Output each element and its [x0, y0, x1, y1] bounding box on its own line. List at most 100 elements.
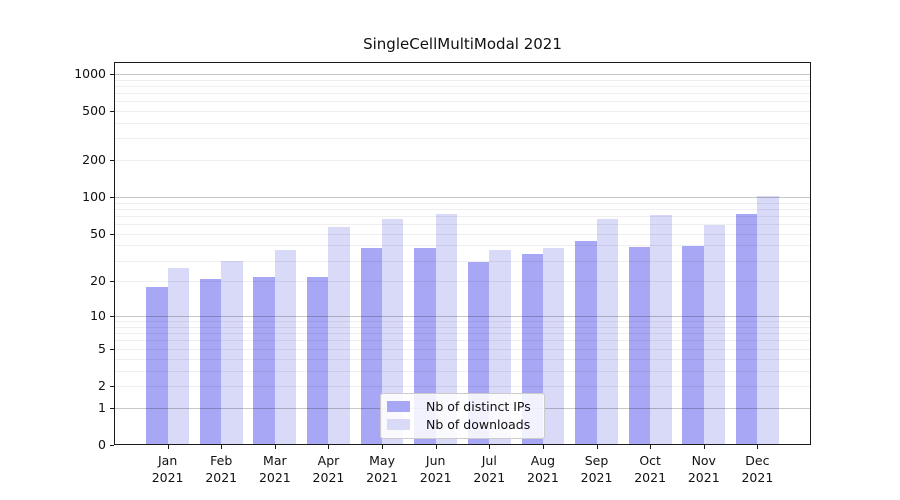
x-axis-tick — [703, 445, 705, 449]
x-axis-tick-label: Jan 2021 — [128, 452, 208, 486]
legend-item-nb-of-downloads: Nb of downloads — [387, 417, 536, 432]
y-axis-tick-label: 1000 — [74, 65, 106, 81]
x-axis-month: Aug — [530, 453, 556, 468]
bar-nb-of-downloads-feb — [221, 260, 243, 445]
x-axis-month: Apr — [317, 453, 340, 468]
x-axis-tick-label: Jul 2021 — [449, 452, 529, 486]
x-axis-month: Jul — [481, 453, 497, 468]
legend-label-nb-of-distinct-ips: Nb of distinct IPs — [426, 399, 531, 414]
minor-gridline — [114, 202, 811, 204]
x-axis-year: 2021 — [580, 470, 613, 485]
bar-nb-of-distinct-ips-oct — [628, 246, 651, 445]
minor-gridline — [114, 348, 811, 350]
y-axis-tick — [110, 160, 114, 162]
x-axis-year: 2021 — [741, 470, 774, 485]
y-axis-tick-label: 100 — [82, 189, 106, 205]
minor-gridline — [114, 385, 811, 387]
minor-gridline — [114, 79, 811, 81]
grid-layer — [114, 62, 811, 445]
bar-nb-of-distinct-ips-dec — [735, 213, 758, 445]
x-axis-year: 2021 — [258, 470, 291, 485]
minor-gridline — [114, 224, 811, 226]
left-spine — [114, 62, 115, 445]
plot-area — [114, 62, 811, 445]
right-spine — [810, 62, 811, 445]
bar-nb-of-downloads-jan — [167, 267, 189, 445]
legend-swatch-nb-of-distinct-ips — [387, 401, 410, 412]
x-axis-month: Oct — [639, 453, 661, 468]
y-axis-tick — [110, 348, 114, 350]
minor-gridline — [114, 333, 811, 335]
y-axis-tick — [110, 111, 114, 113]
bar-nb-of-downloads-dec — [757, 195, 779, 445]
bar-nb-of-distinct-ips-sep — [575, 240, 597, 445]
minor-gridline — [114, 370, 811, 372]
y-axis-tick-label: 1 — [98, 399, 106, 415]
x-axis-tick-label: Mar 2021 — [235, 452, 315, 486]
minor-gridline — [114, 160, 811, 162]
y-axis-tick-label: 50 — [90, 225, 106, 241]
minor-gridline — [114, 101, 811, 103]
x-axis-tick — [221, 445, 223, 449]
major-gridline — [114, 73, 811, 75]
x-axis-year: 2021 — [473, 470, 506, 485]
bars-layer — [114, 62, 811, 445]
top-spine — [114, 62, 811, 63]
minor-gridline — [114, 245, 811, 247]
y-axis-tick — [110, 281, 114, 283]
x-axis-tick-label: Dec 2021 — [717, 452, 797, 486]
y-axis-tick-label: 20 — [90, 273, 106, 289]
x-axis-tick — [542, 445, 544, 449]
x-axis-tick — [382, 445, 384, 449]
bar-nb-of-downloads-sep — [596, 219, 618, 445]
legend-swatch-nb-of-downloads — [387, 419, 410, 430]
minor-gridline — [114, 260, 811, 262]
y-axis-tick — [110, 73, 114, 75]
x-axis-month: Mar — [263, 453, 287, 468]
bar-nb-of-downloads-oct — [650, 215, 672, 445]
bar-nb-of-distinct-ips-apr — [307, 276, 329, 445]
minor-gridline — [114, 321, 811, 323]
y-axis-tick-label: 200 — [82, 152, 106, 168]
x-axis-month: Nov — [691, 453, 716, 468]
y-axis-tick — [110, 385, 114, 387]
y-axis-tick-label: 2 — [98, 377, 106, 393]
minor-gridline — [114, 358, 811, 360]
legend-label-nb-of-downloads: Nb of downloads — [426, 417, 531, 432]
minor-gridline — [114, 215, 811, 217]
bar-nb-of-distinct-ips-may — [360, 248, 383, 445]
x-axis-tick-label: Aug 2021 — [503, 452, 583, 486]
x-axis-year: 2021 — [151, 470, 184, 485]
x-axis-tick — [167, 445, 169, 449]
x-axis-year: 2021 — [634, 470, 667, 485]
x-axis-month: Sep — [584, 453, 609, 468]
x-axis-tick — [435, 445, 437, 449]
y-axis-tick-label: 10 — [90, 308, 106, 324]
spines-layer — [114, 62, 811, 445]
x-axis-tick-label: May 2021 — [342, 452, 422, 486]
bar-nb-of-distinct-ips-jan — [146, 286, 168, 445]
bottom-spine — [114, 444, 811, 445]
legend: Nb of distinct IPs Nb of downloads — [380, 393, 545, 439]
x-axis-month: Jun — [425, 453, 446, 468]
x-axis-tick — [757, 445, 759, 449]
y-axis-tick-label: 5 — [98, 340, 106, 356]
x-axis-year: 2021 — [687, 470, 720, 485]
minor-gridline — [114, 208, 811, 210]
y-axis-tick — [110, 316, 114, 318]
bar-nb-of-downloads-apr — [328, 226, 350, 445]
y-axis-tick — [110, 407, 114, 409]
bar-nb-of-downloads-nov — [703, 225, 726, 445]
x-axis-tick — [596, 445, 598, 449]
x-axis-month: Jan — [157, 453, 178, 468]
major-gridline — [114, 197, 811, 199]
y-axis-tick-label: 0 — [98, 437, 106, 452]
minor-gridline — [114, 92, 811, 94]
chart-title: SingleCellMultiModal 2021 — [363, 35, 562, 53]
x-axis-tick-label: Apr 2021 — [288, 452, 368, 486]
minor-gridline — [114, 138, 811, 140]
y-axis-tick — [110, 233, 114, 235]
minor-gridline — [114, 326, 811, 328]
minor-gridline — [114, 111, 811, 113]
